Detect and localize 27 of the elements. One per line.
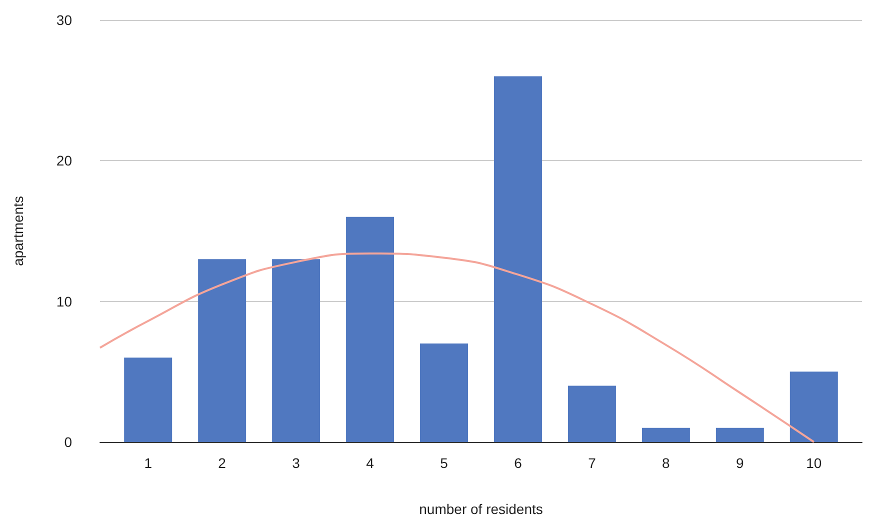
x-tick-label: 7 — [588, 455, 596, 471]
bar — [272, 259, 320, 442]
x-tick-label: 5 — [440, 455, 448, 471]
x-tick-label: 1 — [144, 455, 152, 471]
bar — [494, 76, 542, 442]
y-tick-label: 10 — [56, 293, 72, 310]
bar — [198, 259, 246, 442]
bar — [642, 428, 690, 442]
x-tick-label: 4 — [366, 455, 374, 471]
bar — [716, 428, 764, 442]
y-tick-label: 0 — [64, 434, 72, 450]
bar — [346, 216, 394, 442]
bar — [790, 372, 838, 442]
x-tick-label: 8 — [662, 455, 670, 471]
bar — [124, 358, 172, 442]
x-tick-label: 6 — [514, 455, 522, 471]
bar — [568, 386, 616, 442]
y-tick-label: 20 — [56, 152, 72, 169]
x-tick-label: 10 — [806, 455, 822, 471]
bar — [420, 344, 468, 442]
line-series — [99, 252, 815, 443]
x-tick-label: 9 — [736, 455, 744, 471]
x-tick-label: 3 — [292, 455, 300, 471]
x-tick-label: 2 — [218, 455, 226, 471]
y-axis-title: apartments — [10, 196, 26, 266]
y-tick-label: 30 — [56, 12, 72, 28]
x-axis-title: number of residents — [419, 501, 543, 517]
